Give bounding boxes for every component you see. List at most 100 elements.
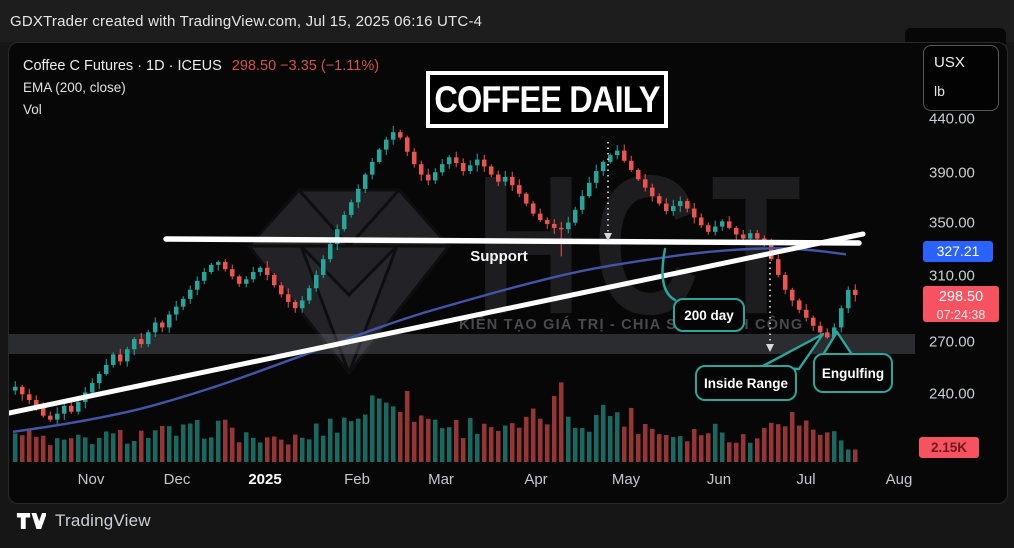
- chart-legend: Coffee C Futures · 1D · ICEUS 298.50 −3.3…: [23, 55, 379, 121]
- candle-body: [104, 364, 109, 374]
- legend-symbol-row[interactable]: Coffee C Futures · 1D · ICEUS 298.50 −3.3…: [23, 55, 379, 77]
- candle-body: [286, 294, 291, 302]
- volume-bar: [468, 418, 473, 462]
- candlestick-chart[interactable]: [9, 43, 1007, 503]
- time-label: Dec: [163, 471, 191, 488]
- volume-bar: [139, 430, 144, 462]
- legend-ema-row[interactable]: EMA (200, close): [23, 80, 126, 95]
- price-label: 270.00: [929, 333, 975, 351]
- candle-body: [748, 233, 753, 239]
- time-label: Feb: [344, 471, 370, 488]
- volume-bar: [188, 423, 193, 462]
- candle-body: [594, 171, 599, 183]
- candle-body: [510, 176, 515, 186]
- volume-bar: [482, 423, 487, 462]
- support-line-label[interactable]: Support: [470, 248, 528, 265]
- candle-body: [160, 322, 165, 328]
- volume-bar: [720, 432, 725, 462]
- candle-body: [706, 225, 711, 232]
- time-label: 2025: [248, 471, 282, 488]
- volume-bar: [335, 432, 340, 462]
- volume-bar: [412, 421, 417, 462]
- volume-bar: [566, 416, 571, 462]
- volume-bar: [356, 418, 361, 462]
- unit-currency-selector[interactable]: USX lb: [923, 45, 999, 111]
- candle-body: [790, 289, 795, 301]
- candle-body: [545, 220, 550, 224]
- volume-bar: [146, 438, 151, 462]
- callout-engulfing[interactable]: Engulfing: [813, 353, 893, 393]
- candle-body: [55, 413, 60, 420]
- volume-bar: [692, 429, 697, 462]
- chart-pane[interactable]: HCT KIẾN TẠO GIÁ TRỊ - CHIA SẺ THÀNH CÔN…: [8, 42, 1008, 504]
- volume-bar: [328, 418, 333, 462]
- unit-option[interactable]: lb: [934, 83, 945, 99]
- last-price-value: 298.50: [938, 289, 984, 305]
- candle-body: [496, 174, 501, 182]
- volume-bar: [643, 423, 648, 462]
- candle-body: [482, 159, 487, 167]
- volume-bar: [384, 402, 389, 462]
- candle-body: [230, 269, 235, 277]
- candle-body: [412, 151, 417, 165]
- candle-body: [636, 169, 641, 180]
- volume-bar: [293, 434, 298, 462]
- volume-bar: [321, 435, 326, 462]
- title-annotation-box[interactable]: COFFEE DAILY: [426, 71, 668, 128]
- volume-bar: [496, 430, 501, 462]
- volume-bar: [132, 441, 137, 462]
- time-label: May: [611, 471, 641, 488]
- volume-bar: [251, 437, 256, 462]
- candle-body: [440, 164, 445, 173]
- volume-bar: [426, 418, 431, 462]
- volume-bar: [104, 431, 109, 462]
- candle-body: [48, 415, 53, 420]
- candle-body: [559, 227, 564, 230]
- candle-body: [328, 243, 333, 260]
- volume-bar: [545, 424, 550, 462]
- volume-value-badge: 2.15K: [919, 437, 979, 458]
- volume-bar: [538, 418, 543, 462]
- volume-bar: [475, 433, 480, 462]
- candle-body: [13, 386, 18, 391]
- volume-bar: [615, 412, 620, 462]
- volume-bar: [167, 426, 172, 462]
- candle-body: [489, 166, 494, 175]
- volume-bar: [118, 429, 123, 462]
- candle-body: [664, 203, 669, 212]
- volume-bar: [755, 438, 760, 462]
- currency-option[interactable]: USX: [934, 54, 965, 71]
- candle-body: [685, 201, 690, 209]
- candle-body: [174, 306, 179, 315]
- time-label: Jul: [796, 471, 816, 488]
- volume-bar: [657, 434, 662, 462]
- candle-body: [720, 221, 725, 227]
- candle-body: [188, 289, 193, 299]
- volume-bar: [244, 432, 249, 462]
- candle-body: [580, 196, 585, 210]
- volume-bar: [223, 419, 228, 462]
- candle-body: [468, 165, 473, 172]
- volume-bar: [398, 412, 403, 462]
- candle-body: [454, 157, 459, 164]
- volume-bar: [748, 442, 753, 462]
- candle-body: [517, 185, 522, 194]
- callout-200-day[interactable]: 200 day: [673, 298, 745, 332]
- tradingview-footer[interactable]: TradingView: [16, 508, 151, 534]
- tradingview-logo-icon: [16, 513, 46, 529]
- candle-body: [258, 267, 263, 273]
- volume-bar: [685, 441, 690, 462]
- candle-body: [356, 188, 361, 203]
- volume-bar: [279, 439, 284, 462]
- callout-inside-range[interactable]: Inside Range: [695, 365, 797, 401]
- rising-trendline: [9, 231, 866, 416]
- legend-vol-row[interactable]: Vol: [23, 102, 42, 117]
- candle-body: [167, 314, 172, 328]
- volume-bar: [699, 435, 704, 462]
- candle-body: [125, 349, 130, 362]
- candle-body: [587, 182, 592, 197]
- volume-bar: [314, 423, 319, 462]
- candle-body: [363, 174, 368, 189]
- volume-bar: [608, 416, 613, 462]
- candle-body: [237, 276, 242, 284]
